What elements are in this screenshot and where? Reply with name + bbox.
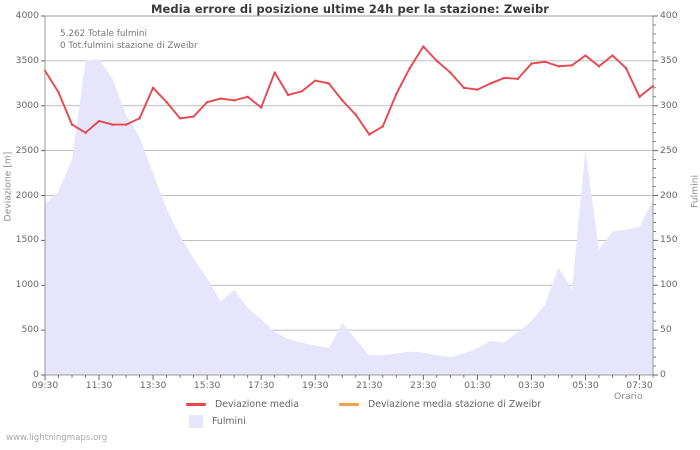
y-axis-left-tick: 500	[21, 324, 39, 336]
y-axis-left-tick: 0	[33, 369, 39, 380]
data-point	[449, 71, 452, 74]
data-point	[368, 133, 371, 136]
data-point	[354, 113, 357, 116]
y-axis-left-tick: 1000	[15, 279, 39, 291]
line-series-deviazione-media	[44, 45, 654, 136]
data-point	[125, 123, 128, 126]
data-point	[152, 86, 155, 89]
data-point	[111, 123, 114, 126]
data-point	[300, 90, 303, 93]
data-point	[638, 95, 641, 98]
data-point	[84, 131, 87, 134]
data-point	[246, 95, 249, 98]
data-point	[260, 106, 263, 109]
legend-swatch-line-orange	[339, 403, 360, 406]
legend-row-bottom: Fulmini	[186, 415, 246, 428]
data-point	[314, 79, 317, 82]
legend-swatch-area-lavender	[189, 415, 203, 428]
data-point	[219, 97, 222, 100]
x-axis-tick: 21:30	[356, 380, 383, 391]
y-axis-left-tick: 3000	[15, 99, 39, 111]
data-point	[233, 99, 236, 102]
data-point	[395, 93, 398, 96]
x-axis-tick: 03:30	[518, 380, 545, 391]
y-axis-left-tick: 3500	[15, 54, 39, 66]
data-point	[138, 117, 141, 120]
area-series-fulmini	[45, 59, 653, 375]
data-point	[287, 93, 290, 97]
x-axis-tick: 19:30	[301, 380, 329, 391]
x-axis-tick: 09:30	[31, 380, 59, 391]
y-axis-right-tick: 200	[660, 189, 678, 201]
y-axis-left-tick: 2500	[15, 144, 39, 156]
legend-item-deviazione-media-stazione[interactable]: Deviazione media stazione di Zweibr	[339, 399, 541, 410]
data-point	[462, 86, 465, 89]
y-axis-right-tick: 300	[660, 99, 678, 111]
x-axis-tick: 15:30	[193, 380, 221, 391]
data-point	[179, 117, 182, 120]
legend-label-fulmini: Fulmini	[212, 416, 246, 427]
legend-item-fulmini[interactable]: Fulmini	[186, 415, 246, 428]
x-axis-tick: 23:30	[410, 380, 437, 391]
data-point	[341, 99, 344, 102]
x-axis-tick: 07:30	[626, 380, 653, 391]
watermark: www.lightningmaps.org	[6, 433, 108, 443]
y-axis-left-tick: 4000	[15, 10, 39, 21]
y-axis-right-tick: 150	[660, 234, 678, 246]
legend-item-deviazione-media[interactable]: Deviazione media	[186, 399, 299, 410]
legend-label-deviazione-media-stazione: Deviazione media stazione di Zweibr	[368, 399, 542, 410]
y-axis-right-tick: 100	[660, 279, 678, 291]
y-axis-right-tick: 250	[660, 144, 678, 156]
x-axis-tick: 01:30	[464, 380, 491, 391]
data-point	[98, 120, 101, 123]
data-point	[624, 67, 628, 70]
y-axis-right-tick: 50	[660, 324, 672, 336]
y-axis-left-tick: 1500	[15, 234, 39, 246]
y-axis-right-tick: 350	[660, 54, 678, 66]
data-point	[57, 91, 60, 94]
data-point	[71, 123, 74, 126]
data-point	[408, 67, 411, 70]
x-axis-tick: 05:30	[572, 380, 599, 391]
data-point	[165, 101, 168, 104]
data-point	[327, 82, 330, 85]
data-point	[597, 65, 601, 68]
data-point	[489, 82, 492, 85]
chart-title: Media errore di posizione ultime 24h per…	[150, 2, 550, 16]
annotation-total-strikes: 5.262 Totale fulmini	[60, 29, 147, 39]
data-point	[422, 45, 425, 48]
data-point	[557, 65, 560, 68]
data-point	[584, 54, 587, 57]
x-axis-title: Orario	[614, 391, 643, 402]
x-axis-tick: 13:30	[139, 380, 167, 391]
y-axis-right-tick: 0	[660, 369, 666, 380]
data-point	[570, 64, 574, 67]
legend-row-top: Deviazione media Deviazione media stazio…	[186, 399, 541, 410]
y-axis-right-tick: 400	[660, 10, 678, 21]
data-point	[206, 101, 209, 104]
data-point	[192, 115, 195, 118]
x-axis-tick: 11:30	[85, 380, 113, 391]
data-point	[273, 71, 276, 74]
legend-label-deviazione-media: Deviazione media	[215, 399, 300, 410]
data-point	[543, 60, 547, 63]
data-point	[435, 59, 438, 62]
data-point	[516, 77, 519, 80]
annotation-station-strikes: 0 Tot.fulmini stazione di Zweibr	[60, 41, 198, 51]
y-axis-right-title: Fulmini	[689, 174, 700, 209]
data-point	[503, 76, 506, 80]
data-point	[611, 54, 614, 57]
data-point	[476, 88, 479, 91]
data-point	[381, 125, 384, 128]
legend-swatch-line-red	[186, 403, 206, 406]
data-point	[530, 62, 533, 65]
x-axis-tick: 17:30	[247, 380, 275, 391]
y-axis-left-tick: 2000	[15, 189, 39, 201]
